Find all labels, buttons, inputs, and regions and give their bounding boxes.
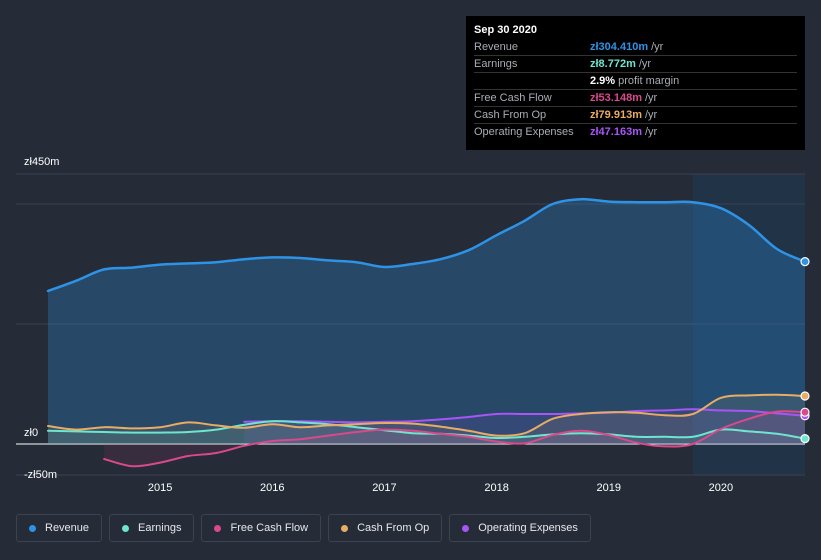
area-operating-expenses xyxy=(244,409,806,444)
tooltip-row-value: zł304.410m xyxy=(590,41,649,53)
x-axis-labels: 2015 2016 2017 2018 2019 2020 xyxy=(148,482,733,494)
legend-item-free-cash-flow[interactable]: Free Cash Flow xyxy=(201,514,322,542)
series-lines xyxy=(46,197,807,468)
tooltip-row-unit: /yr xyxy=(644,92,658,104)
legend-item-operating-expenses[interactable]: Operating Expenses xyxy=(449,514,591,542)
legend-label: Free Cash Flow xyxy=(230,522,309,534)
tooltip-row-value: 2.9% xyxy=(590,75,616,87)
line-cash-from-op xyxy=(47,393,806,437)
line-operating-expenses xyxy=(243,408,806,424)
line-free-cash-flow xyxy=(103,410,806,468)
x-tick-label: 2018 xyxy=(484,482,508,494)
x-tick-label: 2017 xyxy=(372,482,396,494)
area-cash-from-op xyxy=(48,394,805,444)
tooltip-row-value: zł8.772m xyxy=(590,58,636,70)
financials-chart: zł450m zł0 -zł50m 2015 2016 2017 2018 2019 2020 xyxy=(16,156,810,494)
tooltip-row-label: Free Cash Flow xyxy=(474,92,552,104)
chart-legend: Revenue Earnings Free Cash Flow Cash From O… xyxy=(16,514,591,542)
line-earnings xyxy=(47,420,806,440)
tooltip-row-label: Cash From Op xyxy=(474,109,547,121)
x-tick-label: 2016 xyxy=(260,482,284,494)
endpoint-revenue xyxy=(800,257,810,267)
x-tick-label: 2015 xyxy=(148,482,172,494)
tooltip-row-label: Earnings xyxy=(474,58,518,70)
y-tick-label: -zł50m xyxy=(24,469,57,481)
tooltip-row-value: zł53.148m xyxy=(590,92,642,104)
y-tick-label: zł450m xyxy=(24,156,59,168)
tooltip-row: Operating Expenses zł47.163m/yr xyxy=(474,123,797,140)
tooltip-row-label xyxy=(474,73,590,89)
tooltip-row-unit: /yr xyxy=(644,126,658,138)
tooltip-row: Revenue zł304.410m/yr xyxy=(474,39,797,55)
endpoint-cash-from-op xyxy=(800,391,810,401)
tooltip-date: Sep 30 2020 xyxy=(474,24,537,36)
legend-dot-icon xyxy=(462,524,470,532)
tooltip-row-unit: profit margin xyxy=(618,75,680,87)
tooltip-row: Free Cash Flow zł53.148m/yr xyxy=(474,89,797,106)
tooltip-row: Cash From Op zł79.913m/yr xyxy=(474,106,797,123)
line-revenue xyxy=(46,197,807,293)
grid-lines xyxy=(16,173,805,476)
legend-item-revenue[interactable]: Revenue xyxy=(16,514,103,542)
tooltip-row: 2.9% profit margin xyxy=(474,72,797,89)
x-tick-label: 2019 xyxy=(596,482,620,494)
tooltip-row-label: Revenue xyxy=(474,41,519,53)
tooltip-row-label: Operating Expenses xyxy=(474,126,574,138)
legend-dot-icon xyxy=(29,524,36,532)
endpoint-earnings xyxy=(800,434,810,444)
tooltip-row-value: zł79.913m xyxy=(590,109,642,121)
x-tick-label: 2020 xyxy=(709,482,733,494)
tooltip-row-unit: /yr xyxy=(644,109,658,121)
legend-item-earnings[interactable]: Earnings xyxy=(109,514,195,542)
tooltip-row-unit: /yr xyxy=(651,41,664,53)
tooltip-row-value: zł47.163m xyxy=(590,126,642,138)
legend-dot-icon xyxy=(214,524,222,532)
legend-item-cash-from-op[interactable]: Cash From Op xyxy=(328,514,443,542)
series-endpoints xyxy=(800,257,810,444)
area-revenue xyxy=(48,199,805,444)
legend-label: Revenue xyxy=(45,522,90,534)
tooltip-rows: Revenue zł304.410m/yr Earnings zł8.772m/yr 2… xyxy=(474,39,797,140)
y-tick-label: zł0 xyxy=(24,427,38,439)
data-tooltip: Sep 30 2020 Revenue zł304.410m/yr Earnings… xyxy=(466,16,805,150)
endpoint-free-cash-flow xyxy=(800,407,810,417)
area-free-cash-flow xyxy=(104,411,806,467)
legend-label: Cash From Op xyxy=(357,522,430,534)
tooltip-row: Earnings zł8.772m/yr xyxy=(474,55,797,72)
legend-dot-icon xyxy=(122,524,130,532)
tooltip-row-unit: /yr xyxy=(638,58,652,70)
legend-label: Earnings xyxy=(138,522,182,534)
legend-dot-icon xyxy=(341,524,349,532)
legend-label: Operating Expenses xyxy=(478,522,578,534)
y-axis-labels: zł450m zł0 -zł50m xyxy=(24,156,59,481)
